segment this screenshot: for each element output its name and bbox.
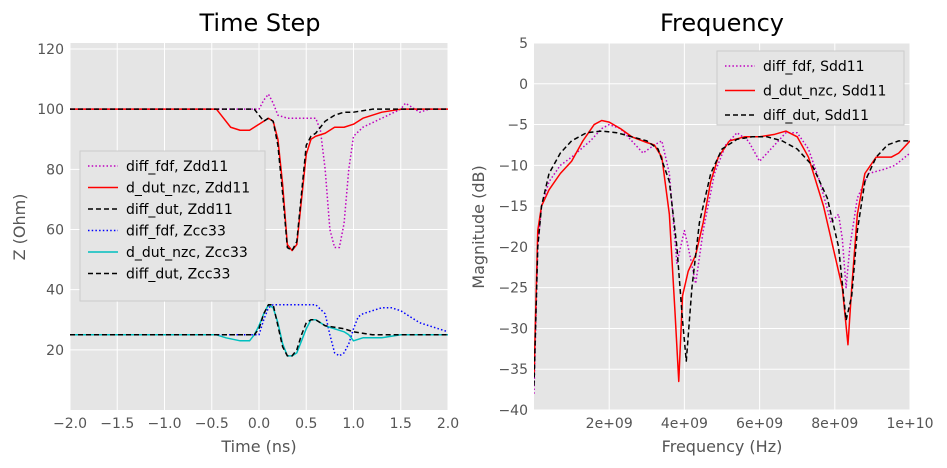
time-step-x-tick-label: 0.0 [248, 416, 270, 432]
frequency-x-tick-label: 4e+09 [661, 416, 708, 432]
frequency-y-tick-label: −25 [498, 281, 528, 297]
time-step-x-tick-label: −2.0 [53, 416, 87, 432]
time-step-series-line-4 [70, 303, 448, 357]
frequency-y-tick-label: −35 [498, 362, 528, 378]
time-step-legend-box [79, 150, 266, 302]
time-step-legend-label: d_dut_nzc, Zcc33 [126, 245, 248, 261]
frequency-x-tick-label: 6e+09 [736, 416, 783, 432]
frequency-x-tick-label: 1e+10 [886, 416, 933, 432]
frequency-series-line-1 [534, 123, 910, 394]
frequency-y-tick-label: −30 [498, 321, 528, 337]
time-step-series-line-2 [70, 108, 448, 252]
time-step-legend-label: d_dut_nzc, Zdd11 [126, 181, 250, 197]
frequency-y-label: Magnitude (dB) [469, 165, 488, 288]
frequency-series-line-3 [534, 130, 910, 386]
time-step-x-tick-label: −0.5 [195, 416, 229, 432]
time-step-y-tick-label: 80 [46, 162, 64, 178]
frequency-y-tick-label: 0 [519, 77, 528, 93]
time-step-panel: Time Step −2.0 −1.5 −1.0 −0.5 0.0 0.5 1.0 1.5 2.… [10, 9, 459, 456]
time-step-legend-label: diff_fdf, Zcc33 [126, 224, 226, 240]
frequency-x-tick-label: 2e+09 [586, 416, 633, 432]
frequency-legend-label: diff_fdf, Sdd11 [763, 59, 865, 75]
frequency-x-ticks: 2e+09 4e+09 6e+09 8e+09 1e+10 [586, 416, 934, 432]
time-step-x-tick-label: −1.0 [148, 416, 182, 432]
frequency-x-label: Frequency (Hz) [662, 437, 783, 456]
time-step-legend-label: diff_dut, Zdd11 [126, 202, 233, 218]
frequency-legend: diff_fdf, Sdd11 d_dut_nzc, Sdd11 diff_dut,… [716, 50, 905, 126]
frequency-y-tick-label: 5 [519, 36, 528, 52]
time-step-series-line-5 [70, 303, 448, 357]
time-step-series-line-6 [70, 303, 448, 357]
time-step-y-tick-label: 40 [46, 283, 64, 299]
time-step-title: Time Step [198, 9, 320, 37]
time-step-y-tick-label: 120 [37, 42, 64, 58]
time-step-legend-label: diff_fdf, Zdd11 [126, 159, 228, 175]
time-step-y-ticks: 20 40 60 80 100 120 [37, 42, 64, 359]
frequency-y-ticks: −40 −35 −30 −25 −20 −15 −10 −5 0 5 [498, 36, 528, 419]
frequency-legend-label: diff_dut, Sdd11 [763, 108, 869, 124]
frequency-y-tick-label: −5 [507, 118, 528, 134]
frequency-y-tick-label: −10 [498, 158, 528, 174]
frequency-series-line-2 [534, 119, 910, 383]
time-step-series [70, 93, 448, 357]
time-step-y-tick-label: 20 [46, 343, 64, 359]
frequency-title: Frequency [660, 9, 784, 37]
frequency-x-tick-label: 8e+09 [811, 416, 858, 432]
time-step-x-tick-label: 1.0 [342, 416, 364, 432]
time-step-series-line-3 [70, 108, 448, 252]
time-step-x-tick-label: 2.0 [437, 416, 459, 432]
time-step-x-tick-label: 0.5 [295, 416, 317, 432]
time-step-y-tick-label: 100 [37, 102, 64, 118]
frequency-y-tick-label: −40 [498, 403, 528, 419]
frequency-y-tick-label: −15 [498, 199, 528, 215]
time-step-x-label: Time (ns) [220, 437, 296, 456]
time-step-series-line-1 [70, 93, 448, 249]
time-step-legend-label: diff_dut, Zcc33 [126, 267, 230, 283]
time-step-y-tick-label: 60 [46, 223, 64, 239]
frequency-series [534, 119, 910, 394]
frequency-y-tick-label: −20 [498, 240, 528, 256]
time-step-legend: diff_fdf, Zdd11 d_dut_nzc, Zdd11 diff_dut,… [79, 150, 266, 302]
time-step-x-ticks: −2.0 −1.5 −1.0 −0.5 0.0 0.5 1.0 1.5 2.0 [53, 416, 459, 432]
time-step-x-tick-label: 1.5 [390, 416, 412, 432]
time-step-x-tick-label: −1.5 [100, 416, 134, 432]
frequency-legend-label: d_dut_nzc, Sdd11 [763, 84, 886, 100]
frequency-legend-box [716, 50, 905, 126]
time-step-y-label: Z (Ohm) [10, 194, 29, 261]
frequency-panel: Frequency 2e+09 4e+09 6e+09 8e+09 1e+10 −40−… [469, 9, 934, 456]
